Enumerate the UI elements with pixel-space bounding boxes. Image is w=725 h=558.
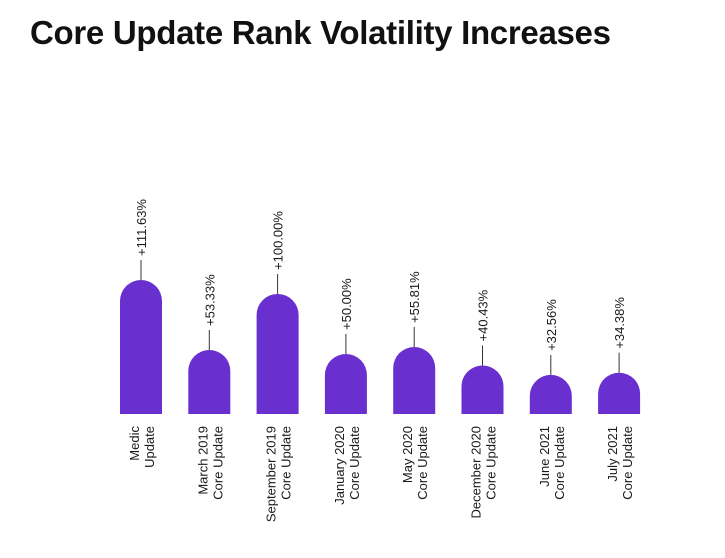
- category-label-line: July 2021: [605, 426, 620, 482]
- bar-5: [461, 365, 504, 414]
- category-label-line: Core Update: [415, 426, 430, 500]
- category-label-line: March 2019: [195, 426, 210, 495]
- value-labels-group: +111.63% +53.33% +100.00% +50.00% +55.81% +40…: [134, 199, 627, 351]
- category-label-2: September 2019Core Update: [264, 426, 294, 522]
- category-label-line: May 2020: [400, 426, 415, 483]
- category-label-line: Core Update: [347, 426, 362, 500]
- category-label-3: January 2020Core Update: [332, 426, 362, 505]
- bar-4: [393, 347, 436, 414]
- value-label-3: +50.00%: [339, 278, 354, 330]
- category-label-line: Core Update: [279, 426, 294, 500]
- category-label-line: Core Update: [620, 426, 635, 500]
- category-label-line: Core Update: [484, 426, 499, 500]
- category-label-line: June 2021: [537, 426, 552, 487]
- bar-6: [529, 374, 572, 414]
- bar-1: [188, 349, 231, 414]
- category-label-7: July 2021Core Update: [605, 426, 635, 500]
- value-label-1: +53.33%: [202, 274, 217, 326]
- value-label-6: +32.56%: [544, 299, 559, 351]
- bar-2: [256, 293, 299, 414]
- bars-group: [120, 280, 641, 414]
- value-label-5: +40.43%: [476, 289, 491, 341]
- bar-0: [120, 280, 162, 414]
- value-label-7: +34.38%: [612, 297, 627, 349]
- bar-3: [324, 354, 367, 414]
- category-label-0: MedicUpdate: [127, 426, 157, 468]
- value-label-0: +111.63%: [134, 199, 149, 256]
- category-label-line: December 2020: [469, 426, 484, 519]
- category-label-4: May 2020Core Update: [400, 426, 430, 500]
- category-label-line: Core Update: [552, 426, 567, 500]
- category-labels-group: MedicUpdate March 2019Core Update Septembe…: [127, 426, 635, 523]
- category-label-line: January 2020: [332, 426, 347, 505]
- category-label-line: Update: [142, 426, 157, 468]
- category-label-line: Core Update: [210, 426, 225, 500]
- value-label-2: +100.00%: [271, 211, 286, 270]
- value-label-4: +55.81%: [407, 271, 422, 323]
- bar-7: [598, 372, 641, 414]
- leader-lines-group: [140, 260, 620, 375]
- category-label-line: September 2019: [264, 426, 279, 522]
- category-label-1: March 2019Core Update: [195, 426, 225, 500]
- category-label-6: June 2021Core Update: [537, 426, 567, 500]
- category-label-line: Medic: [127, 426, 142, 461]
- chart-title: Core Update Rank Volatility Increases: [30, 14, 611, 51]
- category-label-5: December 2020Core Update: [469, 426, 499, 519]
